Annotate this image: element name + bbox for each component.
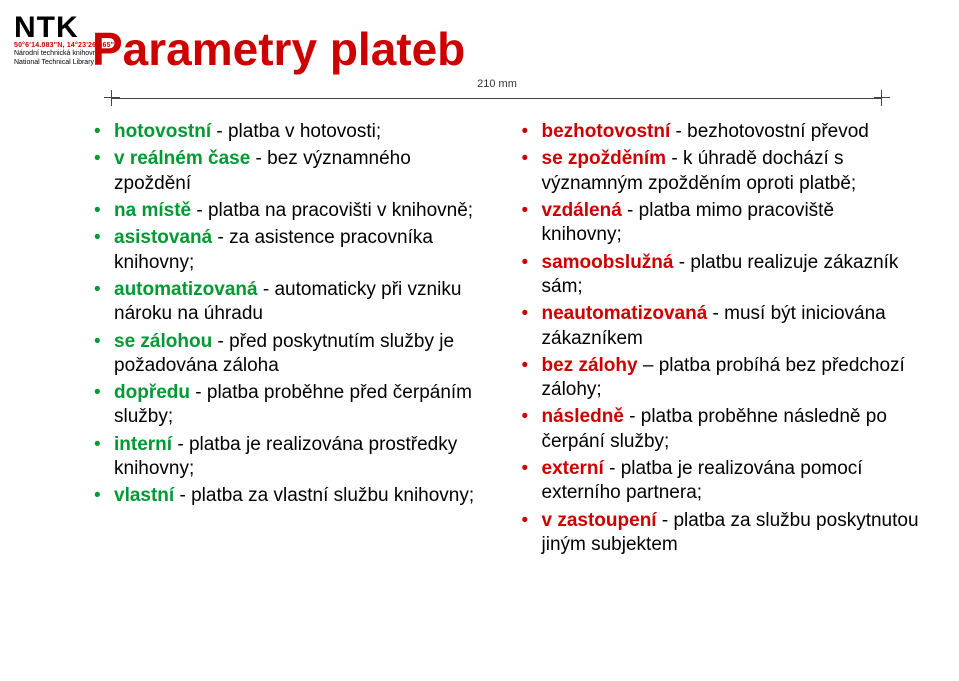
list-item: neautomatizovaná - musí být iniciována z… <box>520 302 920 351</box>
list-item: vlastní - platba za vlastní službu kniho… <box>92 484 492 508</box>
ruler: 210 mm <box>92 84 902 114</box>
list-item: dopředu - platba proběhne před čerpáním … <box>92 381 492 430</box>
term: následně <box>542 406 624 427</box>
content-columns: hotovostní - platba v hotovosti; v reálné… <box>92 120 919 661</box>
list-item: bezhotovostní - bezhotovostní převod <box>520 120 920 144</box>
term: vzdálená <box>542 200 622 221</box>
term: samoobslužná <box>542 252 674 273</box>
list-item: následně - platba proběhne následně po č… <box>520 405 920 454</box>
list-item: se zpožděním - k úhradě dochází s význam… <box>520 147 920 196</box>
list-item: interní - platba je realizována prostřed… <box>92 433 492 482</box>
list-item: vzdálená - platba mimo pracoviště knihov… <box>520 199 920 248</box>
list-item: na místě - platba na pracovišti v knihov… <box>92 199 492 223</box>
term: se zálohou <box>114 331 212 352</box>
term: na místě <box>114 200 191 221</box>
list-item: v reálném čase - bez významného zpoždění <box>92 147 492 196</box>
right-column: bezhotovostní - bezhotovostní převodse z… <box>520 120 920 661</box>
list-item: se zálohou - před poskytnutím služby je … <box>92 330 492 379</box>
description: - platba na pracovišti v knihovně; <box>191 200 473 221</box>
term: dopředu <box>114 382 190 403</box>
term: bez zálohy <box>542 355 638 376</box>
term: neautomatizovaná <box>542 303 708 324</box>
description: - bezhotovostní převod <box>670 121 869 142</box>
ruler-mark-right <box>874 90 890 106</box>
right-list: bezhotovostní - bezhotovostní převodse z… <box>520 120 920 557</box>
slide-title: Parametry plateb <box>92 22 465 76</box>
term: v zastoupení <box>542 510 657 531</box>
term: interní <box>114 434 172 455</box>
term: hotovostní <box>114 121 211 142</box>
term: v reálném čase <box>114 148 250 169</box>
term: se zpožděním <box>542 148 667 169</box>
term: vlastní <box>114 485 174 506</box>
term: automatizovaná <box>114 279 258 300</box>
ruler-label: 210 mm <box>473 78 521 90</box>
description: - platba v hotovosti; <box>211 121 381 142</box>
list-item: externí - platba je realizována pomocí e… <box>520 457 920 506</box>
description: - platba za vlastní službu knihovny; <box>174 485 474 506</box>
list-item: v zastoupení - platba za službu poskytnu… <box>520 509 920 558</box>
list-item: hotovostní - platba v hotovosti; <box>92 120 492 144</box>
term: externí <box>542 458 604 479</box>
ruler-mark-left <box>104 90 120 106</box>
list-item: bez zálohy – platba probíhá bez předchoz… <box>520 354 920 403</box>
left-column: hotovostní - platba v hotovosti; v reálné… <box>92 120 492 661</box>
ruler-line <box>112 98 882 99</box>
list-item: asistovaná - za asistence pracovníka kni… <box>92 226 492 275</box>
term: asistovaná <box>114 227 212 248</box>
left-list: hotovostní - platba v hotovosti; v reálné… <box>92 120 492 509</box>
term: bezhotovostní <box>542 121 671 142</box>
list-item: samoobslužná - platbu realizuje zákazník… <box>520 251 920 300</box>
list-item: automatizovaná - automaticky při vzniku … <box>92 278 492 327</box>
